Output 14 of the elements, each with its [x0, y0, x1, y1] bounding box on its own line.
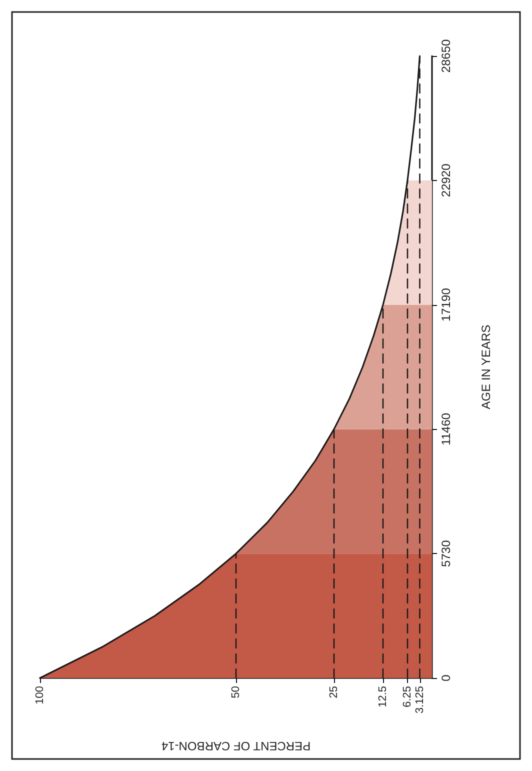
x-tick-label: 25	[328, 686, 340, 698]
y-tick-label: 0	[439, 674, 453, 682]
x-tick-label: 3.125	[414, 686, 426, 714]
y-tick-label: 11460	[439, 412, 453, 446]
x-tick-label: 12.5	[377, 686, 389, 708]
y-tick-label: 22920	[439, 163, 453, 198]
x-tick-label: 50	[230, 686, 242, 698]
y-axis-title: AGE IN YEARS	[479, 324, 493, 410]
x-tick-label: 6.25	[402, 686, 414, 708]
x-axis-title: PERCENT OF CARBON-14	[161, 739, 311, 753]
y-tick-label: 28650	[439, 38, 453, 73]
x-tick-label: 100	[34, 686, 46, 704]
y-tick-label: 17190	[439, 288, 453, 322]
y-tick-label: 5730	[439, 540, 453, 567]
